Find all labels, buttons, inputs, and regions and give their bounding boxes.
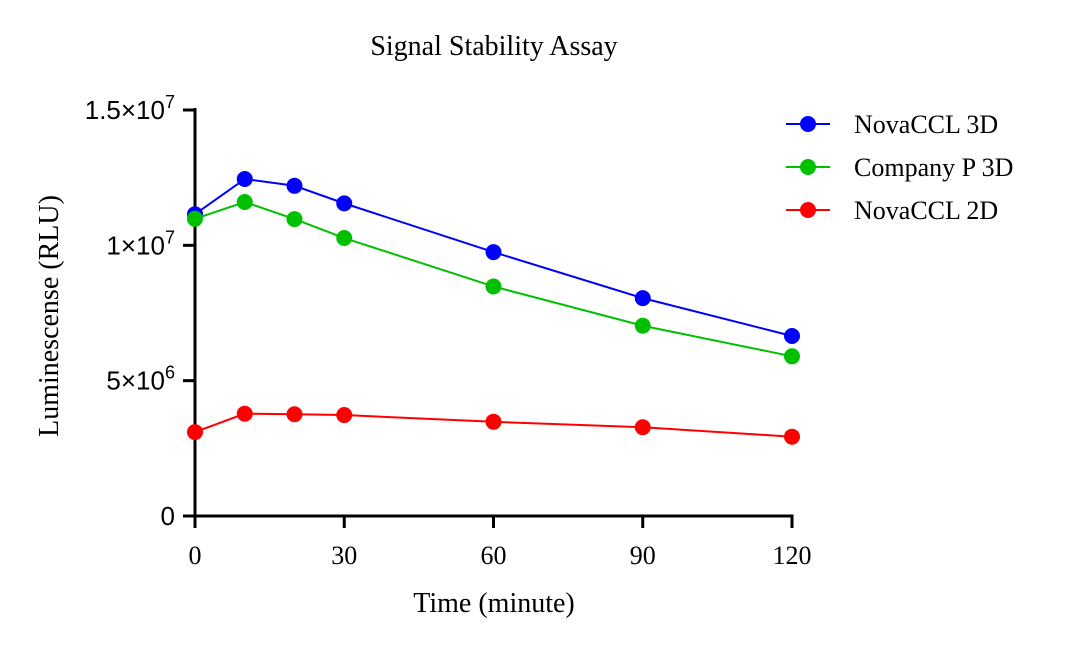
data-point-novaccl-3d [634, 290, 651, 307]
data-point-novaccl-2d [187, 424, 203, 441]
legend-marker [800, 116, 816, 132]
data-point-novaccl-3d [784, 328, 800, 345]
y-tick-label: 1×107 [106, 227, 175, 260]
y-tick-label: 1.5×107 [85, 92, 175, 125]
x-axis-label: Time (minute) [413, 588, 575, 619]
data-point-novaccl-2d [634, 419, 651, 436]
legend-marker [800, 159, 816, 175]
y-tick-label: 0 [161, 501, 175, 531]
x-tick-label: 120 [773, 541, 812, 570]
data-point-company-p-3d [187, 210, 203, 227]
data-point-novaccl-3d [236, 171, 253, 188]
legend: NovaCCL 3D Company P 3D NovaCCL 2D [786, 110, 1013, 225]
series-layer [187, 171, 800, 445]
legend-item-company-p-3d: Company P 3D [786, 153, 1013, 182]
data-point-novaccl-2d [485, 413, 502, 430]
data-point-company-p-3d [784, 348, 800, 365]
legend-label: NovaCCL 2D [854, 196, 998, 225]
legend-item-novaccl-3d: NovaCCL 3D [786, 110, 998, 139]
axes: 0 5×106 1×107 1.5×107 0 30 60 90 120 [85, 92, 812, 570]
x-tick-label: 60 [481, 541, 507, 570]
data-point-company-p-3d [336, 230, 353, 247]
legend-label: Company P 3D [854, 153, 1013, 182]
data-point-company-p-3d [236, 194, 253, 211]
series-novaccl-3d [187, 171, 800, 345]
legend-label: NovaCCL 3D [854, 110, 998, 139]
data-point-novaccl-2d [784, 428, 800, 445]
y-tick-label: 5×106 [106, 363, 175, 396]
y-axis-label: Luminescense (RLU) [34, 195, 65, 437]
x-tick-label: 30 [331, 541, 357, 570]
data-point-novaccl-3d [485, 244, 502, 261]
chart-title: Signal Stability Assay [370, 31, 617, 62]
data-point-novaccl-3d [286, 177, 303, 194]
legend-item-novaccl-2d: NovaCCL 2D [786, 196, 998, 225]
data-point-novaccl-2d [336, 407, 353, 424]
data-point-company-p-3d [485, 278, 502, 295]
data-point-company-p-3d [286, 211, 303, 228]
data-point-novaccl-2d [286, 406, 303, 423]
x-tick-label: 0 [189, 541, 202, 570]
data-point-novaccl-2d [236, 405, 253, 422]
series-company-p-3d [187, 194, 800, 365]
data-point-novaccl-3d [336, 195, 353, 212]
series-novaccl-2d [187, 405, 800, 445]
legend-marker [800, 202, 816, 218]
x-tick-label: 90 [630, 541, 656, 570]
data-point-company-p-3d [634, 317, 651, 334]
